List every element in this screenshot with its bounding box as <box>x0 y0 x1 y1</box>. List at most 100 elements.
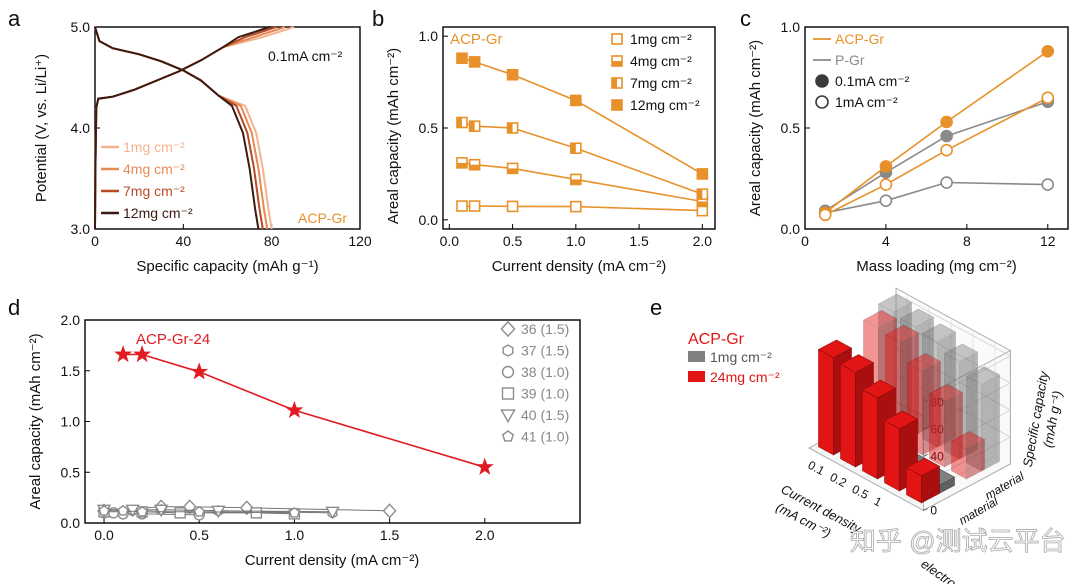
panel-c-legend-entry: 1mA cm⁻² <box>835 94 898 110</box>
panel-e-gridline <box>895 347 1012 457</box>
panel-b-point <box>506 162 519 175</box>
panel-e-bar-front <box>951 440 967 480</box>
panel-e-bar-front <box>862 389 878 480</box>
panel-e-bar-front <box>944 353 960 460</box>
panel-d-reference-point <box>382 503 397 519</box>
panel-b-legend-entry: 4mg cm⁻² <box>630 53 692 69</box>
panel-a-xlabel: Specific capacity (mAh g⁻¹) <box>136 258 318 275</box>
panel-b-point-fill <box>456 162 467 168</box>
panel-d-reference-point <box>98 504 110 516</box>
panel-b-point <box>570 142 582 154</box>
panel-c-xtick: 4 <box>882 233 890 249</box>
panel-c-point <box>1041 178 1055 191</box>
panel-d-xlabel: Current density (mA cm⁻²) <box>245 552 420 569</box>
panel-e-ztick: 80 <box>930 395 944 409</box>
panel-c-series-line <box>824 50 1049 214</box>
panel-b-point <box>506 122 519 134</box>
panel-b-xtick: 1.5 <box>629 233 649 249</box>
panel-b-point <box>506 68 519 81</box>
panel-d-main-point <box>475 457 494 475</box>
panel-e-xtick: 0.2 <box>828 470 850 490</box>
panel-a-legend-entry: 4mg cm⁻² <box>123 161 185 177</box>
panel-d-legend-marker <box>501 387 515 400</box>
panel-b-point-fill <box>456 53 467 64</box>
panel-c-series-line <box>825 181 1048 214</box>
panel-c-point <box>940 176 953 189</box>
panel-a-curve-discharge <box>94 26 260 230</box>
panel-e-bar <box>965 366 1001 472</box>
panel-c-point <box>879 178 893 191</box>
panel-e-bar-side <box>966 439 985 480</box>
panel-b-point <box>570 200 582 213</box>
panel-b-point <box>456 52 468 65</box>
panel-e-legend-swatch <box>688 351 705 362</box>
panel-e-bar-top <box>899 308 935 328</box>
panel-c-point <box>940 129 953 143</box>
panel-d-xtick: 2.0 <box>475 527 495 543</box>
panel-b-point-frame <box>506 200 519 213</box>
panel-b-ytick: 1.0 <box>419 28 439 44</box>
panel-d-ytick: 1.5 <box>61 363 81 379</box>
panel-b-series-line <box>462 205 703 212</box>
panel-b-legend-entry: 7mg cm⁻² <box>630 75 692 91</box>
panel-a-letter: a <box>8 6 21 31</box>
panel-c-xlabel: Mass loading (mg cm⁻²) <box>856 258 1016 275</box>
panel-d-reference-point <box>125 504 140 518</box>
panel-b-xtick: 2.0 <box>693 233 713 249</box>
panel-d-main-point <box>190 362 209 380</box>
panel-e-bar-top <box>877 294 913 313</box>
panel-b-point <box>506 200 519 213</box>
panel-c-series-line <box>824 96 1049 216</box>
panel-a-ytick: 3.0 <box>71 221 91 237</box>
panel-b-xtick: 0.5 <box>503 233 523 249</box>
panel-c-legend-entry: 0.1mA cm⁻² <box>835 73 910 89</box>
panel-b-point-fill <box>507 123 513 133</box>
panel-e-bar-side <box>981 374 1000 472</box>
panel-e-ytick: material <box>957 494 1001 528</box>
panel-b-point <box>696 168 709 180</box>
panel-c-ytick: 0.0 <box>781 221 801 237</box>
panel-e-bar <box>921 323 957 448</box>
panel-e-title: ACP-Gr <box>688 331 745 348</box>
panel-d-legend-marker <box>501 430 515 442</box>
panel-e-bar <box>950 431 986 480</box>
panel-e-ztick-mark <box>923 426 928 430</box>
panel-e-legend-swatch <box>688 371 705 382</box>
panel-d-legend-entry: 39 (1.0) <box>521 386 569 402</box>
panel-e-bar-top <box>921 323 957 342</box>
panel-a-legend-entry: 12mg cm⁻² <box>123 205 193 221</box>
panel-e-bar-front <box>818 349 834 456</box>
panel-d-label: ACP-Gr-24 <box>136 331 210 348</box>
panel-b-point <box>456 116 468 129</box>
panel-e-letter: e <box>650 295 662 320</box>
panel-e-ztick-mark <box>923 453 928 457</box>
panel-c-point <box>940 143 953 157</box>
panel-b-ytick: 0.5 <box>419 120 439 136</box>
panel-e-ztick-mark <box>923 399 928 403</box>
panel-b-legend-marker <box>611 77 623 89</box>
panel-d-legend-marker <box>501 365 515 379</box>
panel-a-xtick: 80 <box>264 233 280 249</box>
panel-e-bar <box>943 343 979 460</box>
panel-c-xtick: 12 <box>1040 233 1056 249</box>
panel-a-ytick: 5.0 <box>71 19 91 35</box>
panel-b-point-fill <box>697 189 703 200</box>
panel-e-bar-top <box>817 339 853 359</box>
panel-b-point-fill <box>570 143 576 154</box>
panel-d-xtick: 0.0 <box>94 527 114 543</box>
panel-c-xtick: 0 <box>801 233 809 249</box>
panel-e-bar-side <box>915 316 934 436</box>
panel-b-legend-marker-fill <box>612 61 622 66</box>
panel-b-legend-marker <box>611 55 623 67</box>
panel-d-reference-point <box>136 505 148 517</box>
panel-e-bar-side <box>944 391 963 468</box>
panel-b-legend-marker <box>611 99 623 111</box>
panel-d-ytick: 0.5 <box>61 464 81 480</box>
panel-a-xtick: 0 <box>91 233 99 249</box>
watermark-text: 知乎 @测试云平台 <box>850 526 1066 556</box>
panel-b-ytick: 0.0 <box>419 212 439 228</box>
panel-b-point-fill <box>570 179 581 185</box>
panel-b-point-fill <box>469 164 480 170</box>
panel-e-bar-top <box>906 353 942 372</box>
panel-b-xtick: 0.0 <box>440 233 460 249</box>
